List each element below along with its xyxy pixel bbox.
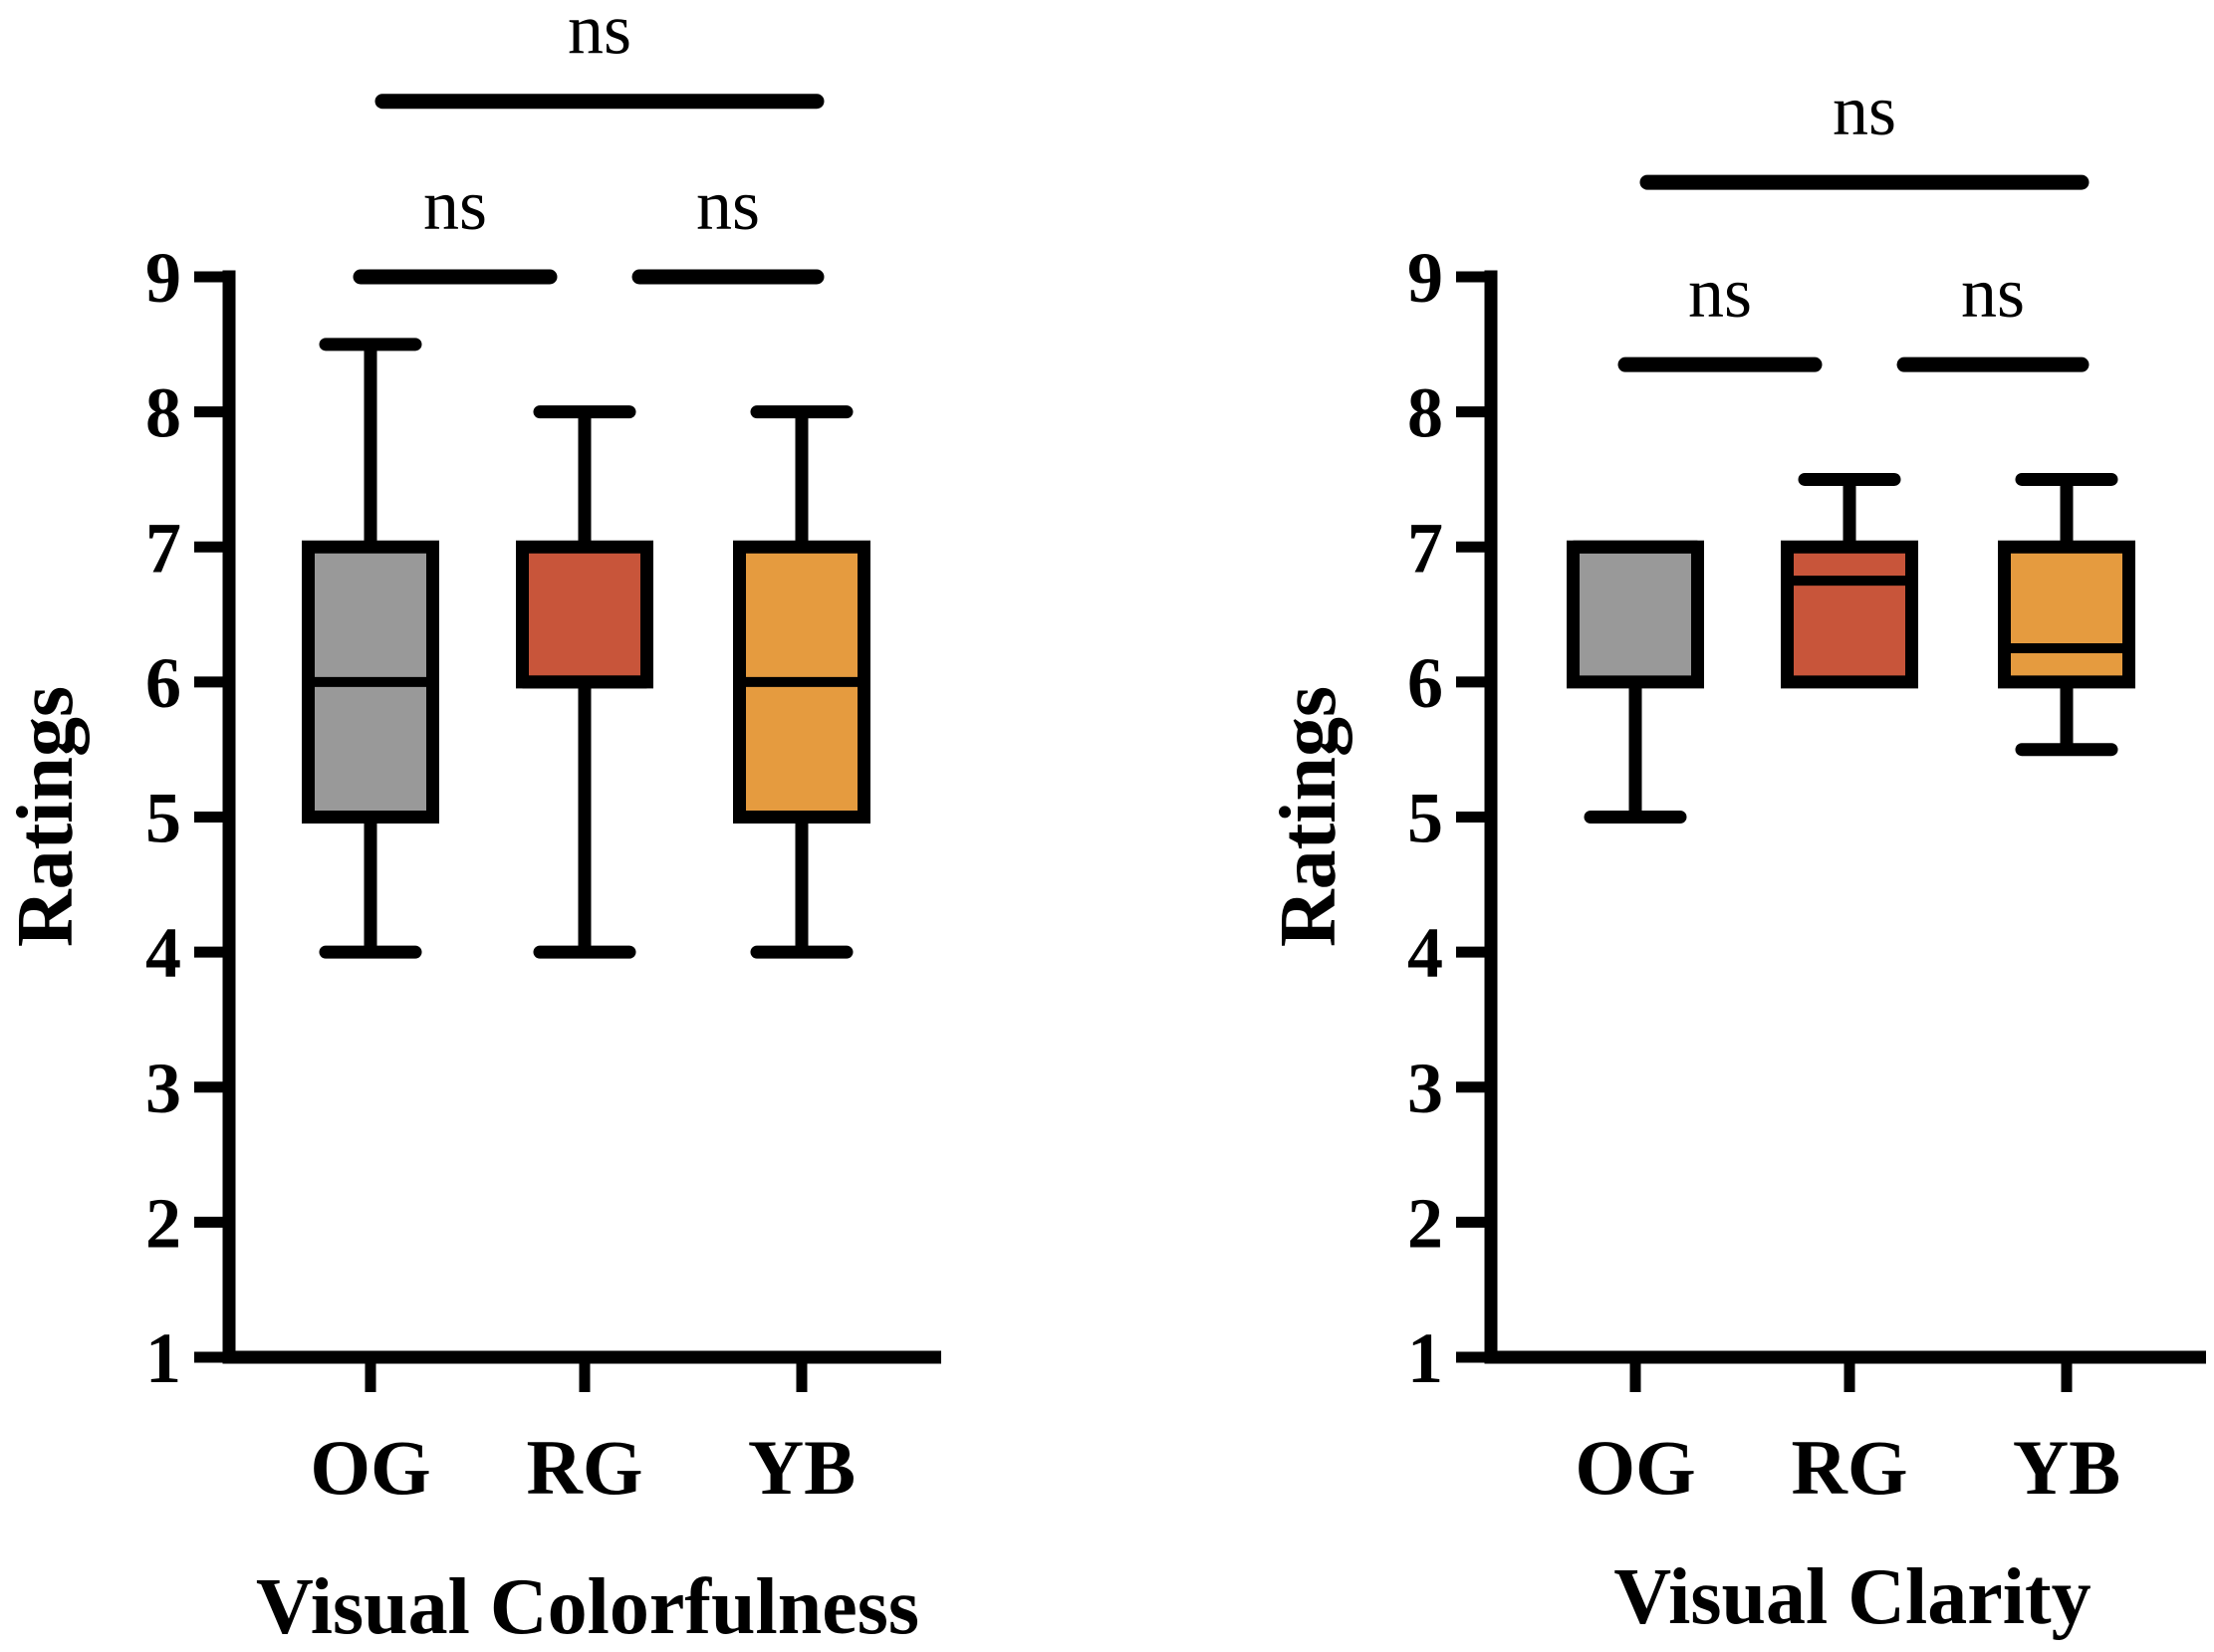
significance-label: ns: [1833, 71, 1896, 150]
box-body: [1998, 540, 2135, 689]
box-body: [1567, 540, 1704, 689]
y-tick-label: 6: [1407, 643, 1443, 723]
y-tick-label: 7: [1407, 508, 1443, 588]
x-axis-title: Visual Clarity: [1613, 1553, 2091, 1641]
axes: 1 2 3 4 5 6 7 8 9 OG RG YB Visual Clarity Ratings: [1265, 238, 2206, 1641]
y-tick-label: 4: [1407, 913, 1443, 993]
box-og: [1567, 540, 1704, 824]
y-tick-label: 1: [1407, 1318, 1443, 1398]
y-tick-label: 3: [1407, 1049, 1443, 1128]
y-tick-label: 7: [145, 508, 181, 588]
box-body: [1781, 540, 1918, 689]
y-tick-label: 1: [145, 1318, 181, 1398]
axes: 1 2 3 4 5 6 7 8 9 OG RG YB Visual Colorfulness Rating…: [2, 238, 941, 1651]
significance-rg-yb: ns: [1896, 253, 2090, 372]
significance-rg-yb: ns: [631, 165, 825, 285]
x-category-label-yb: YB: [2013, 1424, 2120, 1511]
box-yb: [733, 405, 870, 959]
significance-og-rg: ns: [1617, 253, 1823, 372]
y-tick-label: 6: [145, 643, 181, 723]
x-axis-title: Visual Colorfulness: [256, 1563, 919, 1651]
y-tick-label: 4: [145, 913, 181, 993]
significance-og-rg: ns: [353, 165, 558, 285]
y-tick-label: 2: [145, 1183, 181, 1263]
box-rg: [1781, 472, 1918, 689]
box-body: [516, 540, 653, 689]
y-tick-label: 8: [145, 373, 181, 453]
y-tick-label: 5: [145, 779, 181, 858]
significance-label: ns: [1688, 253, 1752, 333]
x-category-label-og: OG: [1575, 1424, 1695, 1511]
y-tick-label: 2: [1407, 1183, 1443, 1263]
y-tick-label: 9: [1407, 238, 1443, 318]
chart-panel-clarity: 1 2 3 4 5 6 7 8 9 OG RG YB Visual Clarity Ratings ns ns…: [1265, 71, 2206, 1641]
significance-og-yb: ns: [374, 0, 825, 110]
y-tick-label: 9: [145, 238, 181, 318]
y-tick-label: 3: [145, 1049, 181, 1128]
x-category-label-yb: YB: [748, 1424, 856, 1511]
chart-panel-colorfulness: 1 2 3 4 5 6 7 8 9 OG RG YB Visual Colorfulness Rating…: [2, 0, 941, 1651]
y-tick-label: 8: [1407, 373, 1443, 453]
box-rg: [516, 405, 653, 959]
significance-label: ns: [696, 165, 760, 245]
significance-label: ns: [423, 165, 487, 245]
x-category-label-rg: RG: [527, 1424, 643, 1511]
significance-label: ns: [1961, 253, 2025, 333]
box-yb: [1998, 472, 2135, 757]
y-tick-label: 5: [1407, 779, 1443, 858]
significance-og-yb: ns: [1639, 71, 2090, 190]
box-og: [302, 338, 439, 959]
significance-label: ns: [568, 0, 631, 70]
y-axis-title: Ratings: [2, 686, 90, 947]
x-category-label-og: OG: [310, 1424, 430, 1511]
x-category-label-rg: RG: [1792, 1424, 1908, 1511]
y-axis-title: Ratings: [1265, 686, 1353, 947]
